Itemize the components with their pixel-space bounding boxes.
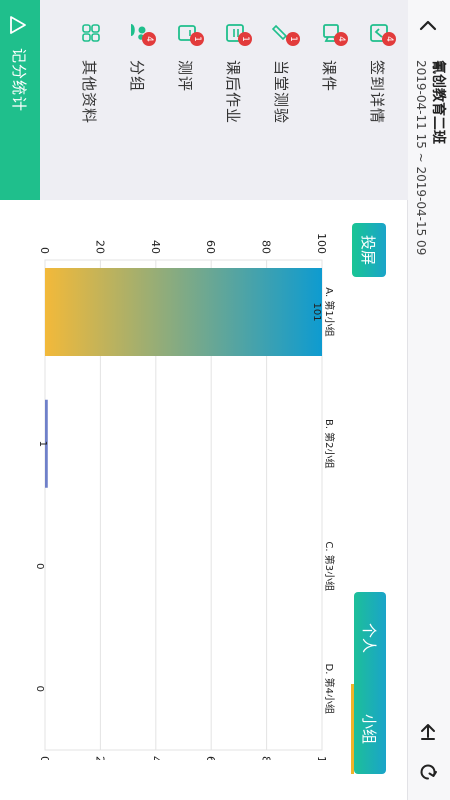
- sidebar-item-label: 分组: [128, 60, 147, 93]
- sidebar-item-label: 签到详情: [368, 60, 387, 125]
- sidebar-item-courseware[interactable]: 4 课件: [306, 0, 354, 200]
- y-tick-label-left: 100: [315, 233, 328, 254]
- sidebar-item-label: 课件: [320, 60, 339, 93]
- triangle-icon: [10, 16, 26, 34]
- refresh-icon: [420, 764, 437, 780]
- sidebar-item-score-stats[interactable]: 记分统计: [0, 0, 40, 200]
- y-tick-label-right: 20: [93, 756, 106, 760]
- materials-icon: [82, 24, 100, 42]
- category-label: A. 第1小组: [323, 287, 336, 336]
- sidebar-item-label: 课后作业: [224, 60, 243, 125]
- y-tick-label-left: 40: [149, 240, 162, 254]
- y-tick-label-right: 80: [260, 756, 273, 760]
- sidebar-item-label: 其他资料: [80, 60, 99, 125]
- badge: 4: [334, 32, 348, 46]
- badge: 1: [238, 32, 252, 46]
- sidebar-item-assessment[interactable]: 1 测评: [162, 0, 210, 200]
- category-label: B. 第2小组: [323, 419, 336, 469]
- sidebar-item-label: 当堂测验: [272, 60, 291, 125]
- exit-button[interactable]: [414, 718, 442, 746]
- value-label: 0: [34, 563, 45, 569]
- y-tick-label-right: 40: [149, 756, 162, 760]
- tab-individual[interactable]: 个人: [354, 592, 386, 684]
- value-label: 0: [34, 686, 45, 692]
- y-tick-label-left: 20: [93, 240, 106, 254]
- sidebar: 4 签到详情 4 课件 1 当堂测验: [0, 0, 408, 200]
- badge: 4: [382, 32, 396, 46]
- tab-group[interactable]: 小组: [354, 684, 386, 774]
- y-tick-label-right: 100: [315, 756, 328, 760]
- sidebar-item-group[interactable]: 4 分组: [114, 0, 162, 200]
- sidebar-item-label: 测评: [176, 60, 195, 93]
- y-tick-label-right: 0: [38, 756, 51, 760]
- bar: [44, 399, 48, 488]
- badge: 1: [286, 32, 300, 46]
- back-button[interactable]: [414, 12, 442, 40]
- badge: 1: [190, 32, 204, 46]
- chevron-left-icon: [419, 20, 437, 31]
- category-label: D. 第4小组: [323, 664, 336, 714]
- sidebar-item-homework[interactable]: 1 课后作业: [210, 0, 258, 200]
- badge: 4: [142, 32, 156, 46]
- value-label: 101: [311, 302, 322, 321]
- bar: [45, 268, 322, 356]
- refresh-button[interactable]: [414, 758, 442, 786]
- sidebar-item-label: 记分统计: [10, 48, 29, 113]
- exit-arrow-icon: [421, 724, 435, 740]
- y-tick-label-left: 60: [204, 240, 217, 254]
- project-screen-button[interactable]: 投屏: [352, 223, 386, 277]
- sidebar-item-checkin[interactable]: 4 签到详情: [354, 0, 402, 200]
- value-label: 1: [37, 441, 48, 447]
- date-range: 2019-04-11 15 ~ 2019-04-15 09: [414, 60, 428, 256]
- category-label: C. 第3小组: [323, 541, 336, 591]
- sidebar-item-quiz[interactable]: 1 当堂测验: [258, 0, 306, 200]
- y-tick-label-left: 80: [260, 240, 273, 254]
- header-bar: 氰创教育二班 2019-04-11 15 ~ 2019-04-15 09: [407, 0, 450, 800]
- y-tick-label-left: 0: [38, 247, 51, 254]
- page-title: 氰创教育二班: [430, 60, 446, 144]
- y-tick-label-right: 60: [204, 756, 217, 760]
- sidebar-item-materials[interactable]: 其他资料: [66, 0, 114, 200]
- title-block: 氰创教育二班 2019-04-11 15 ~ 2019-04-15 09: [413, 60, 447, 255]
